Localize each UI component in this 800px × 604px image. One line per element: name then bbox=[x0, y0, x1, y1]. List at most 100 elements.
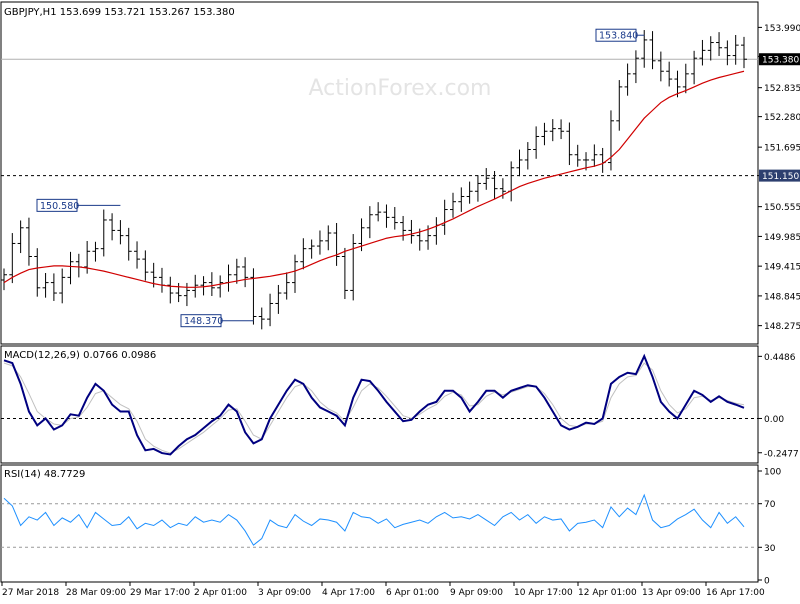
ohlc-bar bbox=[208, 272, 215, 296]
ohlc-bar bbox=[350, 234, 357, 301]
ohlc-bar bbox=[732, 34, 739, 65]
ohlc-bar bbox=[724, 40, 731, 66]
rsi-tick-label: 0 bbox=[764, 577, 770, 587]
ohlc-bar bbox=[325, 225, 332, 251]
time-tick-label: 2 Apr 01:00 bbox=[194, 588, 247, 598]
ohlc-bar bbox=[624, 63, 631, 96]
price-annotation-label: 148.370 bbox=[184, 316, 223, 327]
ohlc-bar bbox=[383, 204, 390, 228]
time-tick-label: 13 Apr 09:00 bbox=[642, 588, 701, 598]
ohlc-bar bbox=[192, 274, 199, 298]
current-price-tag bbox=[759, 53, 800, 66]
rsi-panel-frame bbox=[0, 464, 759, 583]
rsi-line bbox=[3, 493, 745, 546]
ohlc-bar bbox=[524, 142, 531, 170]
ohlc-bar bbox=[408, 219, 415, 244]
ohlc-bar bbox=[616, 80, 623, 131]
rsi-plot-area bbox=[1, 493, 758, 548]
price-tick-label: 148.275 bbox=[764, 322, 800, 332]
rsi-tick-label: 70 bbox=[764, 500, 776, 510]
ohlc-bar bbox=[483, 168, 490, 190]
price-tick-label: 153.990 bbox=[764, 24, 800, 34]
time-tick-label: 27 Mar 2018 bbox=[2, 588, 59, 598]
ohlc-bar bbox=[558, 119, 565, 140]
price-tick-label: 151.695 bbox=[764, 144, 800, 154]
ohlc-bar bbox=[42, 272, 49, 298]
ohlc-bar bbox=[375, 202, 382, 222]
price-tick-label: 152.835 bbox=[764, 84, 800, 94]
ohlc-bar bbox=[682, 63, 689, 94]
time-tick-label: 28 Mar 09:00 bbox=[66, 588, 126, 598]
moving-average-line bbox=[3, 70, 745, 288]
current-price-label: 153.380 bbox=[762, 56, 799, 66]
ohlc-bar bbox=[533, 126, 540, 159]
macd-line bbox=[3, 353, 745, 456]
macd-tick-label: 0.00 bbox=[764, 415, 784, 425]
ohlc-bar bbox=[666, 61, 673, 87]
ohlc-bar bbox=[591, 144, 598, 167]
main-panel-header: GBPJPY,H1 153.699 153.721 153.267 153.38… bbox=[4, 7, 235, 18]
ohlc-bar bbox=[142, 250, 149, 281]
ohlc-bar bbox=[316, 230, 323, 255]
ohlc-bar bbox=[474, 175, 481, 202]
ohlc-bar bbox=[217, 275, 224, 298]
ohlc-bar bbox=[17, 220, 24, 254]
time-axis: 27 Mar 2018 28 Mar 09:00 29 Mar 17:00 2 Apr… bbox=[1, 582, 765, 598]
main-price-axis: 153.990153.435152.835152.280151.695151.1… bbox=[758, 24, 800, 332]
ohlc-bar bbox=[333, 223, 340, 266]
price-tick-label: 148.845 bbox=[764, 292, 800, 302]
time-tick-label: 4 Apr 17:00 bbox=[322, 588, 375, 598]
time-tick-label: 6 Apr 01:00 bbox=[386, 588, 439, 598]
time-tick-label: 12 Apr 01:00 bbox=[578, 588, 637, 598]
rsi-axis: 100 70 30 0 bbox=[758, 468, 781, 587]
ohlc-bar bbox=[366, 206, 373, 239]
macd-panel-title: MACD(12,26,9) 0.0766 0.0986 bbox=[4, 350, 156, 361]
ohlc-bar bbox=[632, 50, 639, 84]
ohlc-bar bbox=[167, 276, 174, 304]
ohlc-bar bbox=[134, 241, 141, 269]
price-tick-label: 149.985 bbox=[764, 233, 800, 243]
time-tick-label: 9 Apr 09:00 bbox=[450, 588, 503, 598]
price-tick-label: 150.555 bbox=[764, 203, 800, 213]
ohlc-bar bbox=[267, 293, 274, 327]
ohlc-bar bbox=[242, 257, 249, 288]
ohlc-bar bbox=[466, 181, 473, 204]
ohlc-bar bbox=[491, 171, 498, 200]
ohlc-bar bbox=[574, 144, 581, 167]
macd-tick-label: 0.4486 bbox=[764, 353, 796, 363]
ohlc-bar bbox=[308, 239, 315, 259]
price-annotation-label: 150.580 bbox=[40, 201, 79, 212]
ohlc-bar bbox=[691, 50, 698, 85]
ohlc-bar bbox=[458, 187, 465, 212]
macd-axis: 0.4486 0.00 -0.2477 bbox=[758, 353, 799, 459]
support-level-label: 151.150 bbox=[762, 172, 799, 182]
ohlc-bar bbox=[200, 276, 207, 296]
rsi-panel-title: RSI(14) 48.7729 bbox=[4, 469, 85, 480]
support-level-tag bbox=[759, 169, 800, 182]
time-tick-label: 3 Apr 09:00 bbox=[258, 588, 311, 598]
ohlc-bar bbox=[641, 30, 648, 68]
time-tick-label: 29 Mar 17:00 bbox=[130, 588, 190, 598]
watermark: ActionForex.com bbox=[309, 76, 492, 101]
ohlc-bar bbox=[657, 51, 664, 82]
ohlc-bar bbox=[92, 241, 99, 262]
ohlc-bar bbox=[441, 199, 448, 235]
ohlc-bar bbox=[449, 192, 456, 218]
ohlc-bar bbox=[34, 248, 41, 297]
ohlc-bar bbox=[400, 215, 407, 241]
rsi-tick-label: 100 bbox=[764, 468, 781, 478]
ohlc-bar bbox=[292, 254, 299, 293]
ohlc-bar bbox=[258, 307, 265, 330]
ohlc-bar bbox=[9, 233, 16, 284]
ohlc-bar bbox=[59, 268, 66, 304]
ohlc-bar bbox=[117, 220, 124, 245]
ohlc-bar bbox=[67, 251, 74, 285]
ohlc-bar bbox=[125, 227, 132, 261]
ohlc-bar bbox=[275, 284, 282, 314]
rsi-tick-label: 30 bbox=[764, 544, 776, 554]
ohlc-bar bbox=[541, 122, 548, 146]
time-tick-label: 10 Apr 17:00 bbox=[514, 588, 573, 598]
ohlc-bar bbox=[649, 31, 656, 70]
ohlc-bar bbox=[233, 258, 240, 284]
